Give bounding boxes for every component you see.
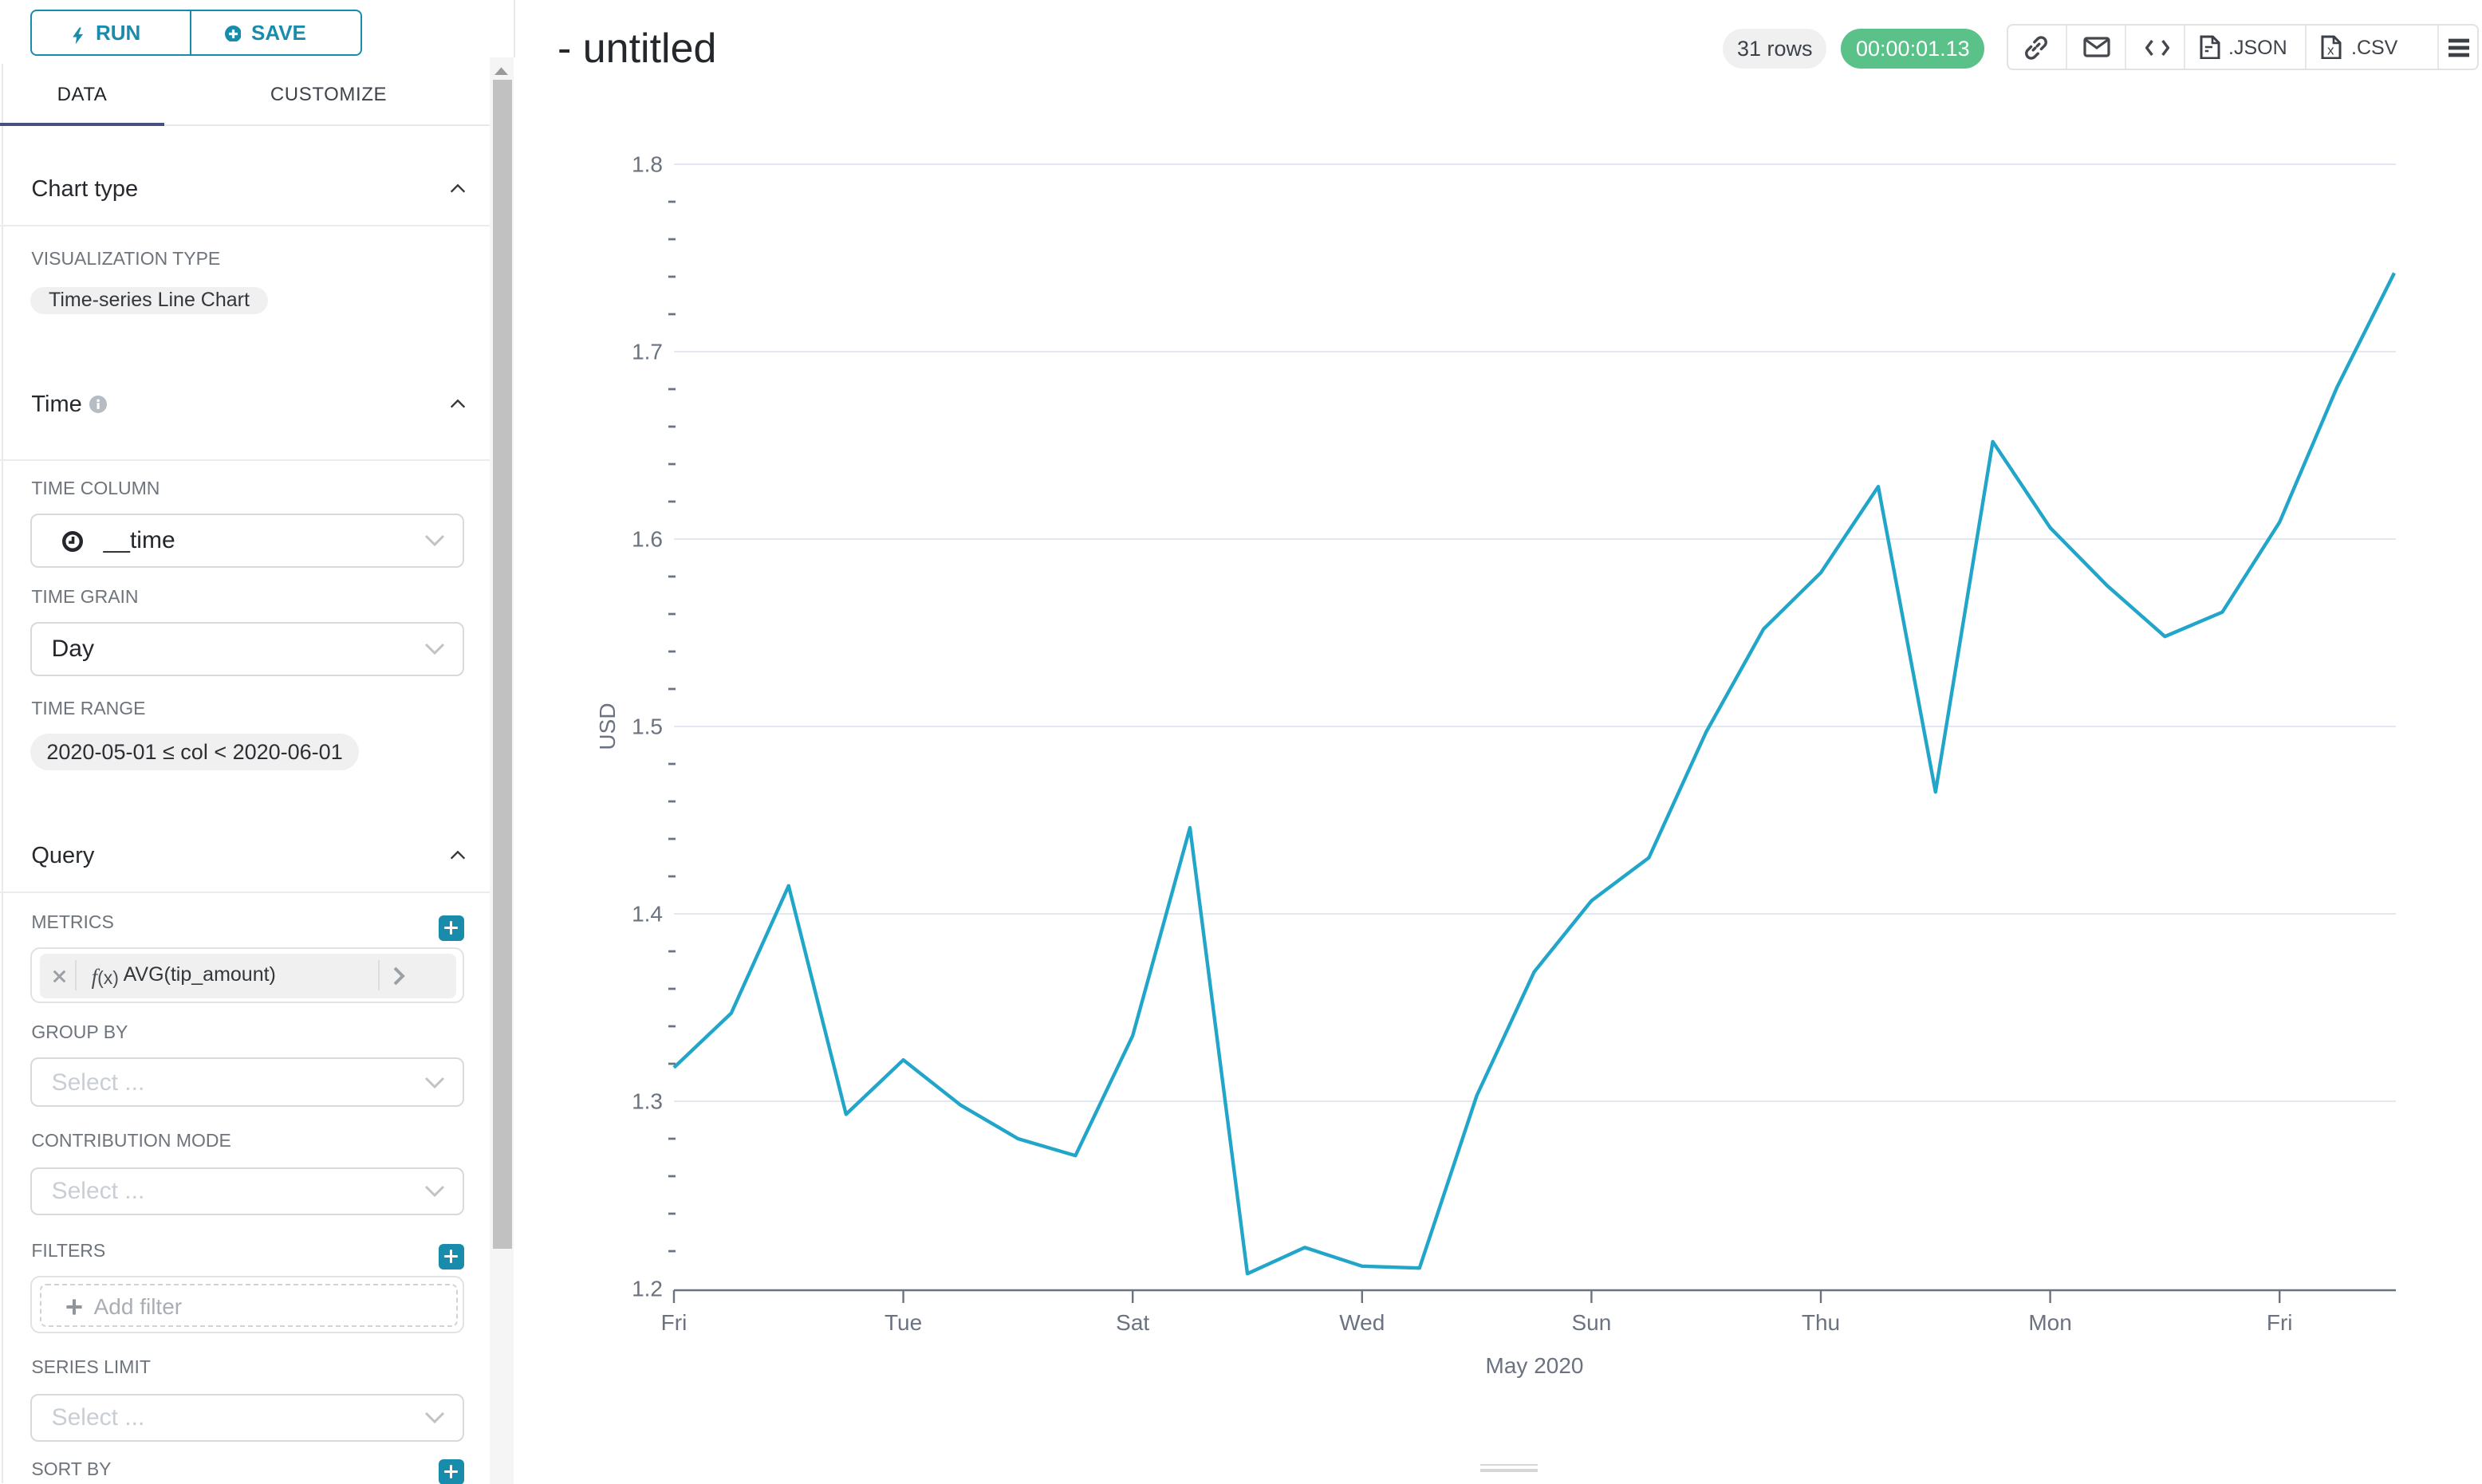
svg-text:Wed: Wed xyxy=(1339,1310,1385,1335)
svg-text:1.3: 1.3 xyxy=(632,1089,663,1114)
svg-text:x: x xyxy=(2327,42,2334,57)
svg-text:Tue: Tue xyxy=(884,1310,922,1335)
svg-text:Sat: Sat xyxy=(1116,1310,1149,1335)
svg-text:Thu: Thu xyxy=(1802,1310,1840,1335)
svg-text:Fri: Fri xyxy=(661,1310,687,1335)
svg-text:1.8: 1.8 xyxy=(632,152,663,177)
svg-text:Fri: Fri xyxy=(2267,1310,2293,1335)
svg-text:1.4: 1.4 xyxy=(632,902,663,927)
svg-text:1.2: 1.2 xyxy=(632,1277,663,1301)
svg-text:Sun: Sun xyxy=(1571,1310,1611,1335)
svg-text:May 2020: May 2020 xyxy=(1486,1353,1584,1378)
svg-text:1.5: 1.5 xyxy=(632,714,663,739)
svg-text:1.7: 1.7 xyxy=(632,340,663,364)
svg-text:Mon: Mon xyxy=(2028,1310,2071,1335)
svg-text:USD: USD xyxy=(595,703,620,750)
svg-text:1.6: 1.6 xyxy=(632,527,663,552)
